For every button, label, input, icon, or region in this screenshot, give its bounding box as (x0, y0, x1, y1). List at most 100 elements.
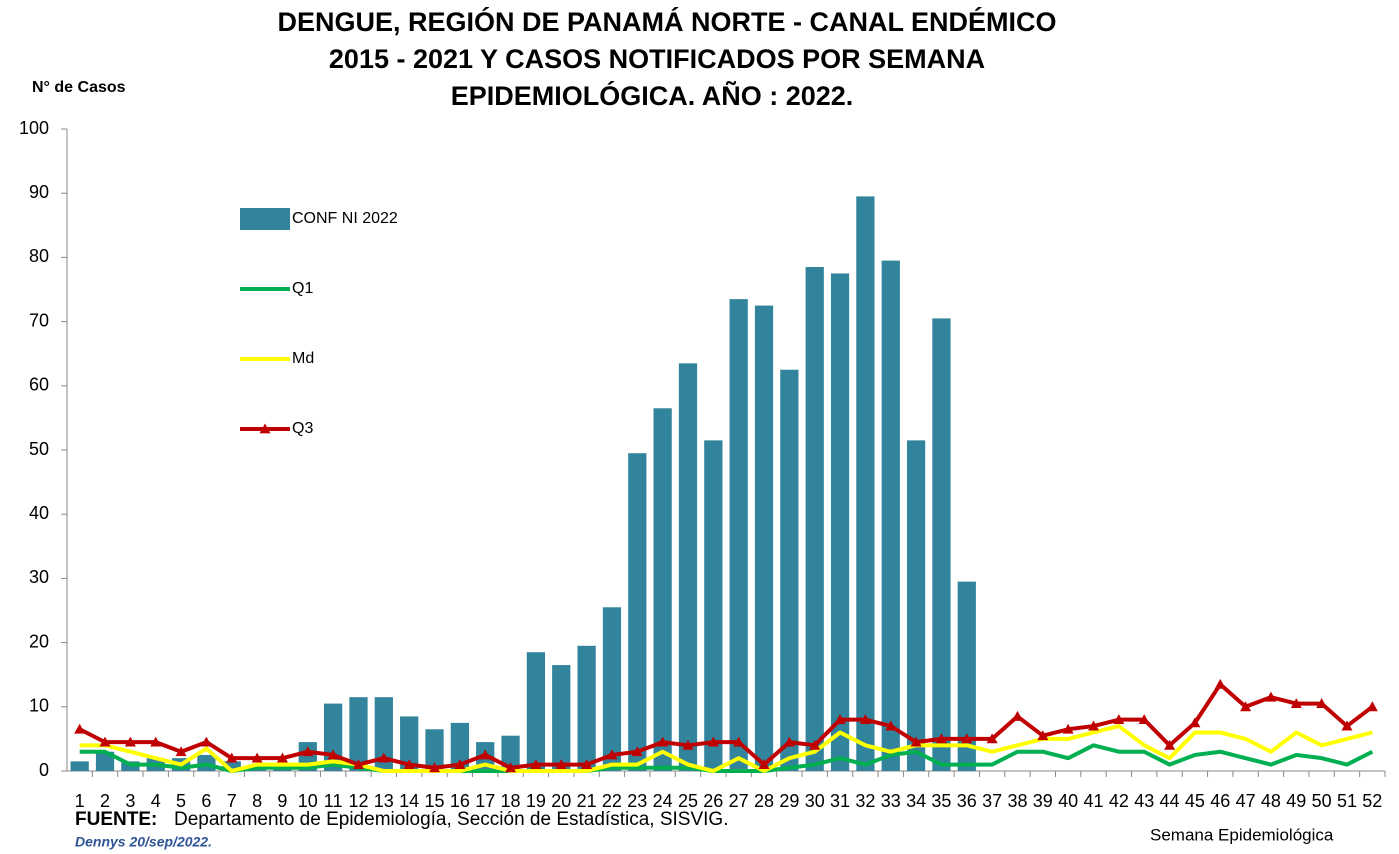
x-tick-label: 45 (1185, 791, 1205, 811)
marker (302, 746, 314, 757)
legend-label: Md (292, 350, 314, 367)
marker (378, 752, 390, 763)
marker (99, 736, 111, 747)
x-tick-label: 38 (1007, 791, 1027, 811)
marker (479, 749, 491, 760)
marker (327, 749, 339, 760)
marker (555, 759, 567, 769)
marker (124, 736, 136, 747)
x-tick-label: 4 (151, 791, 161, 811)
bar (374, 697, 393, 771)
marker (1088, 720, 1100, 731)
source-label: FUENTE: (75, 809, 157, 830)
bar (881, 260, 900, 771)
marker (581, 759, 593, 769)
x-tick-label: 48 (1261, 791, 1281, 811)
bar (729, 299, 748, 771)
author: Dennys 20/sep/2022. (75, 834, 212, 850)
x-tick-label: 13 (374, 791, 394, 811)
x-tick-label: 51 (1337, 791, 1357, 811)
y-tick-label: 80 (29, 246, 49, 266)
bar (577, 645, 596, 771)
x-tick-label: 7 (227, 791, 237, 811)
marker (733, 736, 745, 747)
x-tick-label: 50 (1312, 791, 1332, 811)
x-tick-label: 43 (1134, 791, 1154, 811)
marker (859, 714, 871, 725)
bar (222, 761, 241, 771)
x-tick-label: 46 (1210, 791, 1230, 811)
bar (932, 318, 951, 771)
y-tick-label: 30 (29, 567, 49, 587)
x-tick-label: 47 (1236, 791, 1256, 811)
marker (961, 733, 973, 744)
marker (1138, 714, 1150, 725)
bar (704, 440, 723, 771)
x-tick-label: 18 (501, 791, 521, 811)
x-tick-label: 17 (475, 791, 495, 811)
marker (657, 736, 669, 747)
line (79, 743, 1374, 773)
x-tick-label: 29 (779, 791, 799, 811)
x-tick-label: 33 (881, 791, 901, 811)
x-tick-label: 8 (252, 791, 262, 811)
x-tick-label: 40 (1058, 791, 1078, 811)
marker (251, 752, 263, 763)
x-tick-label: 23 (627, 791, 647, 811)
x-tick-label: 15 (425, 791, 445, 811)
chart-title: EPIDEMIOLÓGICA. AÑO : 2022. (451, 80, 854, 111)
bar (95, 751, 115, 771)
marker (150, 736, 162, 747)
bar (957, 581, 976, 771)
x-tick-label: 32 (855, 791, 875, 811)
x-tick-label: 5 (176, 791, 186, 811)
chart-title: DENGUE, REGIÓN DE PANAMÁ NORTE - CANAL E… (277, 6, 1056, 37)
y-tick-label: 20 (29, 631, 49, 651)
x-tick-label: 6 (201, 791, 211, 811)
x-tick-label: 31 (830, 791, 850, 811)
x-tick-label: 21 (577, 791, 597, 811)
y-tick-label: 50 (29, 439, 49, 459)
marker (935, 733, 947, 744)
bar (501, 735, 520, 771)
marker (1214, 678, 1226, 689)
source-text: Departamento de Epidemiología, Sección d… (174, 809, 728, 830)
marker (986, 733, 998, 744)
marker (682, 739, 694, 750)
x-tick-label: 10 (298, 791, 318, 811)
marker (1189, 717, 1201, 728)
legend-label: Q3 (292, 420, 313, 437)
marker (758, 759, 770, 769)
marker (606, 749, 618, 760)
bar (552, 665, 571, 771)
x-tick-label: 34 (906, 791, 926, 811)
marker (454, 759, 466, 769)
x-tick-label: 24 (653, 791, 673, 811)
bar (830, 273, 850, 771)
bar (425, 729, 444, 771)
x-tick-label: 36 (957, 791, 977, 811)
x-tick-label: 52 (1362, 791, 1382, 811)
bar (678, 363, 698, 771)
line (79, 724, 1373, 773)
bar (349, 697, 368, 771)
marker (809, 739, 821, 750)
marker (1037, 730, 1049, 741)
legend-swatch (240, 208, 290, 230)
marker (429, 762, 441, 773)
x-tick-label: 41 (1084, 791, 1104, 811)
bar (628, 453, 647, 771)
x-tick-label: 16 (450, 791, 470, 811)
marker (200, 736, 212, 747)
marker (1366, 701, 1378, 712)
legend-label: Q1 (292, 280, 313, 297)
bar (856, 196, 875, 771)
y-tick-label: 40 (29, 503, 49, 523)
y-tick-label: 10 (29, 696, 49, 716)
x-tick-label: 26 (703, 791, 723, 811)
marker (1240, 701, 1252, 712)
x-tick-label: 2 (100, 791, 110, 811)
marker (1011, 710, 1023, 721)
bar (70, 761, 89, 771)
